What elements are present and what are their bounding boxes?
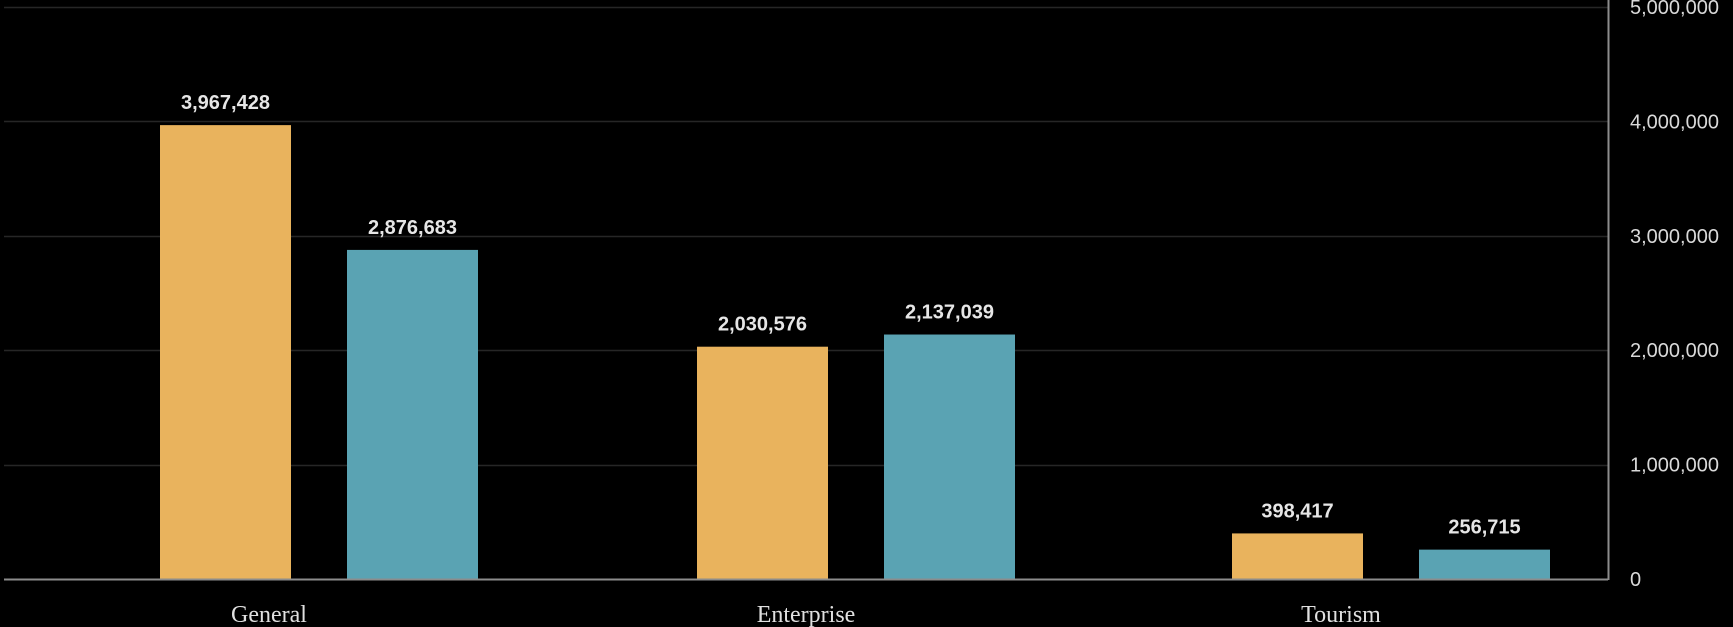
bar-tourism-series-2 bbox=[1419, 549, 1550, 579]
bar-tourism-series-1 bbox=[1232, 533, 1363, 579]
y-tick-labels: 0 1,000,000 2,000,000 3,000,000 4,000,000 5,0… bbox=[1630, 0, 1719, 591]
bars bbox=[160, 125, 1550, 580]
category-label-enterprise: Enterprise bbox=[757, 602, 856, 627]
value-label: 2,876,683 bbox=[368, 217, 457, 239]
bar-general-series-2 bbox=[347, 249, 478, 579]
y-tick-label: 4,000,000 bbox=[1630, 111, 1719, 133]
value-label: 398,417 bbox=[1261, 500, 1333, 522]
bar-enterprise-series-1 bbox=[697, 346, 828, 579]
value-label: 2,137,039 bbox=[905, 302, 994, 324]
bar-general-series-1 bbox=[160, 125, 291, 580]
y-tick-label: 1,000,000 bbox=[1630, 455, 1719, 477]
y-tick-label: 3,000,000 bbox=[1630, 226, 1719, 248]
category-label-general: General bbox=[231, 602, 307, 627]
y-tick-label: 0 bbox=[1630, 569, 1641, 591]
value-label: 3,967,428 bbox=[181, 92, 270, 114]
value-label: 2,030,576 bbox=[718, 314, 807, 336]
category-labels: General Enterprise Tourism bbox=[231, 602, 1381, 627]
y-tick-label: 2,000,000 bbox=[1630, 340, 1719, 362]
axes bbox=[4, 0, 1610, 581]
bar-enterprise-series-2 bbox=[884, 334, 1015, 579]
value-labels: 3,967,428 2,030,576 398,417 2,876,683 2,137,… bbox=[181, 92, 1521, 539]
value-label: 256,715 bbox=[1448, 517, 1520, 539]
category-label-tourism: Tourism bbox=[1301, 602, 1381, 627]
y-tick-label: 5,000,000 bbox=[1630, 0, 1719, 19]
